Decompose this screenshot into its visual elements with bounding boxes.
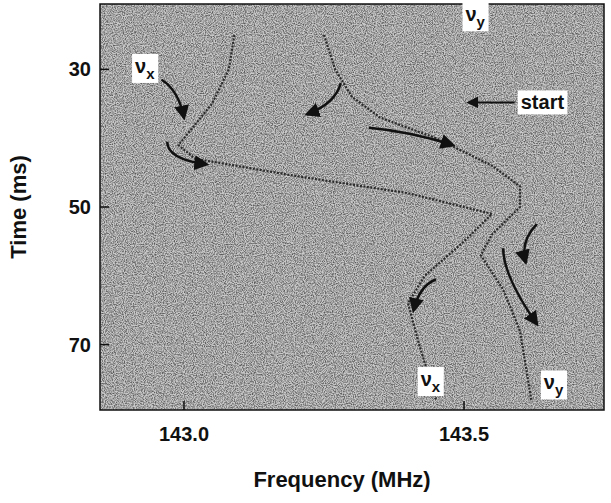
- trace: [178, 35, 492, 400]
- x-tick-label: 143.0: [159, 423, 209, 445]
- y-tick: [100, 206, 109, 208]
- arrow: [307, 83, 341, 114]
- plot-frame: [100, 4, 604, 410]
- x-axis-title: Frequency (MHz): [253, 467, 430, 492]
- arrow: [162, 80, 184, 118]
- y-tick: [100, 69, 109, 71]
- annotation-text: νy: [465, 3, 485, 30]
- y-axis-title: Time (ms): [6, 155, 31, 259]
- annotation: νy: [541, 370, 567, 399]
- annotation-background: [541, 370, 567, 399]
- annotation-background: [462, 2, 488, 31]
- arrows: [162, 80, 537, 324]
- annotation-background: [518, 90, 568, 114]
- annotation-sub: x: [146, 65, 155, 82]
- series-group: [178, 35, 531, 400]
- annotation: start: [469, 90, 568, 114]
- annotation-main: ν: [544, 371, 555, 393]
- plot-background: [100, 4, 604, 410]
- x-tick: [463, 401, 465, 410]
- annotation-text: νx: [135, 55, 155, 82]
- annotation-main: ν: [421, 368, 432, 390]
- arrow: [503, 248, 537, 324]
- annotation-main: ν: [135, 55, 146, 77]
- arrow: [524, 224, 537, 262]
- annotation-sub: y: [477, 13, 486, 30]
- start-arrow: [469, 101, 515, 103]
- chart: 30 50 70 143.0 143.5 Frequency (MHz) Time (ms)…: [0, 0, 611, 503]
- annotation: νx: [132, 54, 158, 83]
- arrow: [414, 279, 436, 310]
- annotation-sub: x: [432, 378, 441, 395]
- arrow: [167, 142, 206, 165]
- y-tick-label: 70: [69, 334, 91, 356]
- annotation-sub: y: [555, 381, 564, 398]
- annotation-text: νx: [421, 368, 441, 395]
- y-tick-label: 30: [69, 58, 91, 80]
- annotation-background: [132, 54, 158, 83]
- annotation-background: [418, 367, 444, 396]
- plot-noise: [100, 4, 604, 410]
- x-tick-label: 143.5: [439, 423, 489, 445]
- annotation-text: start: [521, 91, 565, 113]
- x-tick: [183, 401, 185, 410]
- annotation-main: ν: [465, 3, 476, 25]
- annotation-text: νy: [544, 371, 564, 398]
- annotation: νy: [462, 2, 488, 31]
- annotation: νx: [418, 367, 444, 396]
- arrow: [369, 128, 453, 145]
- y-tick-label: 50: [69, 196, 91, 218]
- trace: [324, 35, 531, 400]
- y-tick: [100, 344, 109, 346]
